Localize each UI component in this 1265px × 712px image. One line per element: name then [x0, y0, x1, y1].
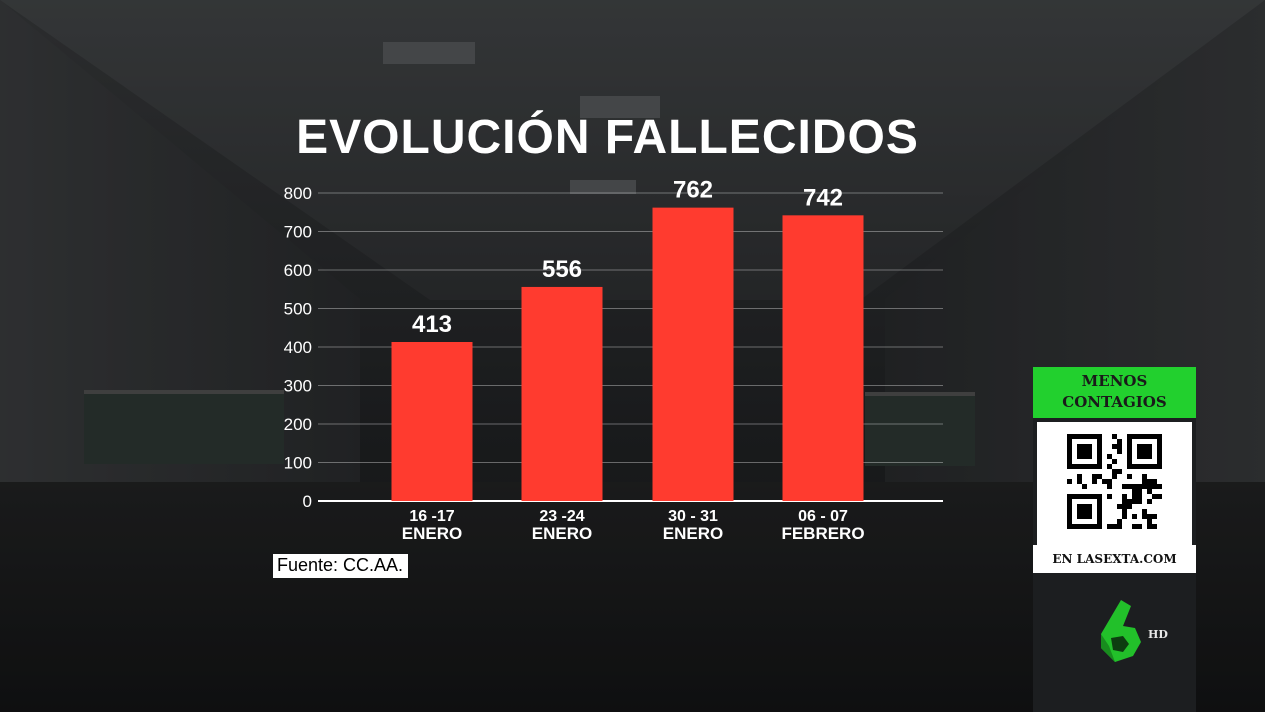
y-tick-label: 500 — [284, 300, 312, 319]
x-tick-label-line1: 23 -24 — [539, 508, 584, 525]
hospital-bed — [865, 392, 975, 466]
y-tick-label: 200 — [284, 415, 312, 434]
y-tick-label: 0 — [303, 492, 312, 511]
qr-header-line-1: MENOS — [1081, 372, 1148, 390]
y-tick-label: 700 — [284, 223, 312, 242]
qr-panel-header: MENOS CONTAGIOS — [1033, 367, 1196, 418]
source-label: Fuente: CC.AA. — [273, 554, 409, 578]
y-tick-label: 600 — [284, 261, 312, 280]
bar — [521, 286, 603, 501]
hospital-bed — [84, 390, 284, 464]
x-tick-label-line2: ENERO — [402, 524, 462, 543]
x-tick-label-line2: ENERO — [663, 524, 723, 543]
bars — [391, 207, 864, 501]
x-tick-label-line1: 06 - 07 — [798, 508, 848, 525]
bar — [652, 207, 734, 501]
y-tick-label: 300 — [284, 377, 312, 396]
qr-panel-footer: EN LASEXTA.COM — [1033, 545, 1196, 573]
bar — [782, 215, 864, 501]
qr-header-line-2: CONTAGIOS — [1062, 393, 1167, 411]
chart-title: EVOLUCIÓN FALLECIDOS — [296, 111, 919, 164]
y-axis-ticks: 0 100 200 300 400 500 600 700 800 — [284, 184, 312, 511]
qr-code-icon[interactable] — [1037, 422, 1192, 555]
ceiling-lamp — [580, 96, 660, 118]
x-tick-label-line2: ENERO — [532, 524, 592, 543]
lasexta-6-logo-icon — [1101, 600, 1141, 662]
ceiling-lamp — [570, 180, 636, 194]
hd-label: HD — [1148, 628, 1168, 641]
x-tick-label-line2: FEBRERO — [781, 524, 864, 543]
bar-value-label: 762 — [673, 177, 713, 204]
bar — [391, 341, 473, 501]
x-tick-label-line1: 30 - 31 — [668, 508, 718, 525]
x-tick-label-line1: 16 -17 — [409, 508, 454, 525]
ceiling-lamp — [383, 42, 475, 64]
bar-value-label: 556 — [542, 256, 582, 283]
y-tick-label: 400 — [284, 338, 312, 357]
bar-value-label: 742 — [803, 184, 843, 211]
bar-value-label: 413 — [412, 311, 452, 338]
bar-value-labels: 413 556 762 742 — [412, 177, 843, 338]
y-tick-label: 100 — [284, 454, 312, 473]
y-tick-label: 800 — [284, 184, 312, 203]
